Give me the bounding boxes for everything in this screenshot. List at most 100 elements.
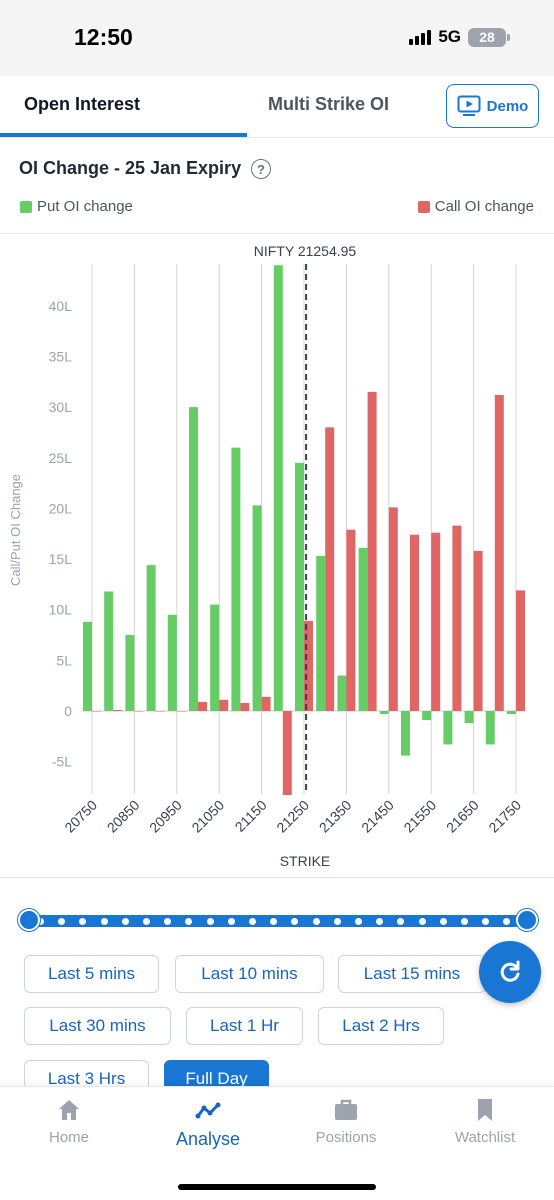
slider-tick: [79, 918, 87, 925]
call-oi-bar: [261, 696, 271, 711]
slider-tick: [333, 918, 341, 925]
put-oi-bar: [337, 675, 347, 711]
slider-tick: [397, 918, 405, 925]
slider-tick: [121, 918, 129, 925]
nav-positions[interactable]: Positions: [296, 1097, 396, 1146]
help-icon[interactable]: ?: [251, 159, 271, 179]
x-tick-label: 21150: [232, 797, 270, 835]
slider-end-handle[interactable]: [516, 909, 538, 931]
call-oi-bar: [282, 711, 292, 796]
call-oi-bar: [367, 391, 377, 711]
slider-tick: [482, 918, 490, 925]
call-swatch: [417, 200, 430, 213]
nav-analyse[interactable]: Analyse: [158, 1099, 258, 1150]
slider-tick: [100, 918, 108, 925]
call-oi-bar: [176, 711, 186, 712]
put-oi-bar: [146, 565, 156, 711]
call-oi-bar: [452, 525, 462, 711]
filter-last-10-mins[interactable]: Last 10 mins: [175, 955, 324, 993]
y-tick-label: 5L: [56, 652, 72, 668]
legend-call-label: Call OI change: [434, 198, 534, 215]
call-oi-bar: [134, 711, 144, 712]
chart-bottom-divider: [0, 877, 554, 878]
video-play-icon: [457, 95, 481, 116]
active-tab-indicator: [0, 133, 247, 137]
slider-tick: [143, 918, 150, 925]
y-tick-label: 35L: [49, 348, 73, 364]
put-oi-bar: [295, 462, 304, 711]
put-oi-bar: [443, 711, 453, 745]
briefcase-icon: [335, 1099, 357, 1120]
slider-tick: [206, 918, 214, 925]
x-tick-label: 21750: [485, 797, 524, 836]
network-type: 5G: [438, 27, 461, 46]
oi-change-chart: -5L 0 5L 10L 15L 20L 25L 30L 35L 40L Call/Put OI C…: [8, 243, 526, 869]
slider-tick: [418, 918, 426, 925]
filter-last-5-mins[interactable]: Last 5 mins: [24, 955, 159, 993]
call-oi-bar: [155, 711, 165, 712]
x-axis-label: STRIKE: [280, 853, 331, 869]
slider-tick: [37, 918, 44, 925]
battery-icon: 28: [468, 27, 510, 47]
call-oi-bar: [431, 532, 441, 711]
call-oi-bar: [494, 394, 504, 711]
call-oi-bar: [516, 590, 525, 711]
home-icon: [59, 1100, 79, 1120]
put-oi-bar: [358, 547, 368, 711]
x-tick-label: 21050: [188, 797, 227, 836]
nav-home[interactable]: Home: [19, 1097, 119, 1146]
put-oi-bar: [83, 621, 92, 711]
legend-call: Call OI change: [417, 198, 534, 215]
slider-start-handle[interactable]: [18, 909, 40, 931]
put-oi-bar: [189, 407, 198, 711]
x-tick-label: 20850: [104, 797, 143, 836]
status-bar: 12:50 5G 28: [0, 0, 554, 76]
slider-tick: [249, 918, 256, 925]
home-indicator: [178, 1184, 376, 1190]
x-tick-label: 21350: [316, 797, 355, 836]
put-oi-bar: [464, 711, 474, 724]
x-tick-label: 21550: [400, 797, 439, 836]
put-oi-bar: [231, 447, 241, 711]
y-tick-label: 10L: [49, 602, 73, 618]
demo-button[interactable]: Demo: [446, 84, 539, 128]
signal-icon: [409, 29, 432, 45]
refresh-icon: [500, 960, 520, 982]
filter-last-2-hrs[interactable]: Last 2 Hrs: [318, 1007, 444, 1045]
slider-tick: [164, 918, 172, 925]
slider-tick: [503, 918, 511, 925]
y-tick-label: 25L: [49, 450, 73, 466]
put-oi-bar: [422, 711, 432, 721]
y-tick-label: 20L: [49, 500, 73, 516]
filter-last-1-hr[interactable]: Last 1 Hr: [186, 1007, 303, 1045]
put-swatch: [20, 200, 32, 213]
x-tick-label: 21250: [273, 797, 312, 836]
bottom-navigation: Home Analyse Positions Watchlist: [0, 1086, 554, 1200]
nav-watchlist-label: Watchlist: [454, 1129, 516, 1146]
tab-multi-strike-oi[interactable]: Multi Strike OI: [268, 94, 390, 114]
put-oi-bar: [210, 604, 220, 711]
battery-level: 28: [479, 29, 495, 45]
filter-last-15-mins[interactable]: Last 15 mins: [338, 955, 486, 993]
section-title: OI Change - 25 Jan Expiry: [19, 158, 242, 178]
status-time: 12:50: [74, 24, 133, 50]
call-oi-bar: [240, 702, 250, 711]
filter-last-30-mins[interactable]: Last 30 mins: [24, 1007, 171, 1045]
put-oi-bar: [485, 711, 495, 745]
y-tick-label: 30L: [49, 399, 73, 415]
slider-tick: [227, 918, 235, 925]
call-oi-bar: [113, 709, 123, 711]
spot-price-label: NIFTY 21254.95: [254, 243, 357, 259]
nav-analyse-label: Analyse: [175, 1129, 241, 1149]
put-oi-bar: [252, 505, 262, 711]
slider-tick: [376, 918, 384, 925]
legend-put-label: Put OI change: [37, 198, 133, 215]
call-oi-bar: [304, 620, 313, 711]
refresh-button[interactable]: [479, 941, 541, 1003]
put-oi-bar: [379, 711, 389, 715]
call-oi-bar: [473, 550, 483, 711]
nav-watchlist[interactable]: Watchlist: [435, 1097, 535, 1146]
tab-open-interest[interactable]: Open Interest: [24, 94, 141, 114]
call-oi-bar: [92, 711, 101, 712]
time-range-slider[interactable]: [18, 909, 538, 933]
